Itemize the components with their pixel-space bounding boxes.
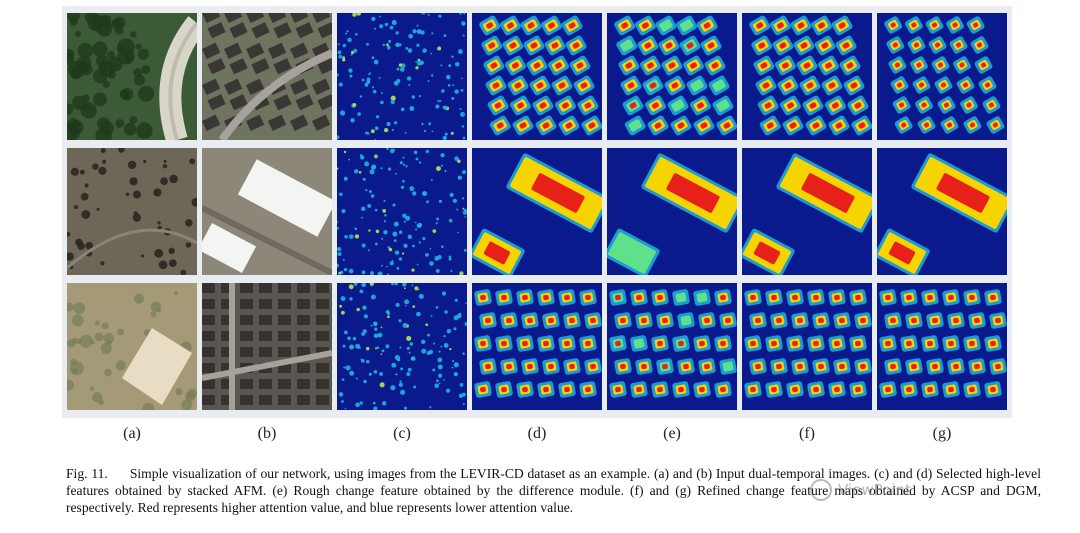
figure-tile-2-g — [877, 148, 1007, 275]
column-label-c: (c) — [393, 425, 411, 442]
figure-tile-3-b — [202, 283, 332, 410]
column-label-f: (f) — [799, 425, 815, 442]
column-label-d: (d) — [527, 425, 547, 442]
figure-tile-2-e — [607, 148, 737, 275]
figure-tile-1-f — [742, 13, 872, 140]
figure-tile-3-c — [337, 283, 467, 410]
figure-tile-3-f — [742, 283, 872, 410]
figure-tile-1-d — [472, 13, 602, 140]
figure-tile-2-c — [337, 148, 467, 275]
column-label-a: (a) — [123, 425, 141, 442]
figure-tile-1-a — [67, 13, 197, 140]
figure-tile-3-g — [877, 283, 1007, 410]
figure-tile-2-b — [202, 148, 332, 275]
watermark-icon — [810, 479, 832, 501]
figure-tile-2-f — [742, 148, 872, 275]
watermark-text: ViewPoint — [838, 481, 911, 499]
watermark: ViewPoint — [810, 479, 911, 501]
figure-tile-1-g — [877, 13, 1007, 140]
figure-tile-2-a — [67, 148, 197, 275]
column-label-g: (g) — [932, 425, 952, 442]
figure-caption: Fig. 11. Simple visualization of our netw… — [66, 465, 1041, 516]
figure-tile-3-e — [607, 283, 737, 410]
figure-tile-1-b — [202, 13, 332, 140]
column-label-e: (e) — [663, 425, 681, 442]
figure-tile-1-e — [607, 13, 737, 140]
column-label-b: (b) — [257, 425, 277, 442]
figure-number: Fig. 11. — [66, 466, 108, 481]
figure-tile-3-d — [472, 283, 602, 410]
figure-tile-3-a — [67, 283, 197, 410]
figure-tile-1-c — [337, 13, 467, 140]
figure-tile-2-d — [472, 148, 602, 275]
caption-text: Simple visualization of our network, usi… — [66, 466, 1041, 515]
